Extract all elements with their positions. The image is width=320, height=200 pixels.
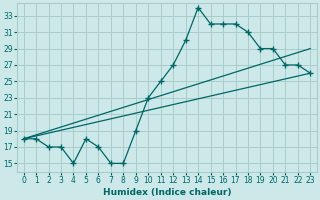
X-axis label: Humidex (Indice chaleur): Humidex (Indice chaleur) bbox=[103, 188, 231, 197]
